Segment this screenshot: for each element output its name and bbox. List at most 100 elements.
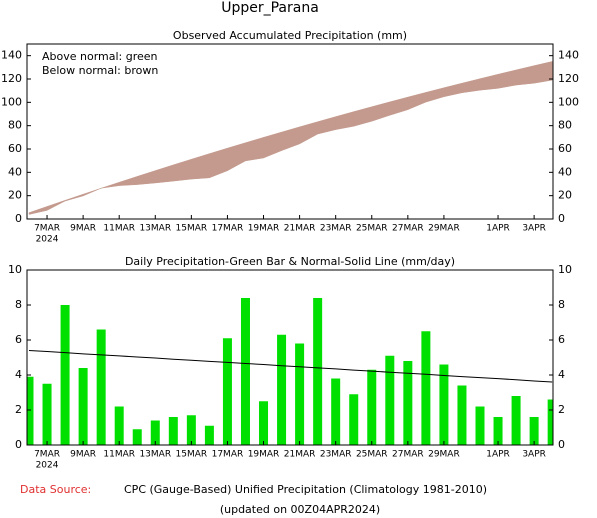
area-segment bbox=[371, 101, 391, 122]
x-tick-label: 21MAR bbox=[284, 450, 316, 460]
x-tick-label: 29MAR bbox=[428, 450, 460, 460]
page-title: Upper_Parana bbox=[221, 0, 319, 16]
x-tick-label: 25MAR bbox=[356, 224, 388, 234]
y-tick-label: 2 bbox=[15, 403, 22, 416]
area-segment bbox=[443, 82, 463, 98]
area-segment bbox=[407, 92, 427, 111]
x-tick-label: 17MAR bbox=[212, 224, 244, 234]
area-segment bbox=[317, 116, 336, 135]
annotation: Above normal: green bbox=[42, 50, 158, 63]
bar bbox=[78, 368, 88, 445]
bar bbox=[259, 401, 269, 445]
plot-area bbox=[28, 61, 553, 215]
y-tick-label: 40 bbox=[558, 165, 572, 178]
x-tick-label: 9MAR bbox=[70, 224, 96, 234]
y-tick-label: 4 bbox=[15, 368, 22, 381]
area-segment bbox=[389, 96, 409, 116]
area-segment bbox=[425, 87, 445, 103]
area-segment bbox=[479, 73, 499, 91]
area-segment bbox=[263, 131, 282, 159]
x-tick-label: 7MAR bbox=[34, 224, 60, 234]
bar bbox=[295, 343, 305, 445]
bar bbox=[349, 394, 359, 445]
bar bbox=[457, 385, 467, 445]
y-tick-label: 2 bbox=[558, 403, 565, 416]
y-tick-label: 140 bbox=[558, 49, 579, 62]
area-segment bbox=[533, 61, 553, 84]
x-tick-label: 15MAR bbox=[176, 224, 208, 234]
x-tick-label: 19MAR bbox=[248, 224, 280, 234]
area-segment bbox=[155, 164, 174, 184]
area-segment bbox=[245, 137, 264, 162]
y-tick-label: 100 bbox=[558, 95, 579, 108]
area-segment bbox=[82, 188, 102, 197]
x-tick-label: 1APR bbox=[486, 450, 510, 460]
bar bbox=[240, 298, 250, 445]
y-tick-label: 60 bbox=[8, 142, 22, 155]
normal-line bbox=[28, 350, 553, 383]
area-segment bbox=[46, 199, 66, 211]
x-tick-label: 25MAR bbox=[356, 450, 388, 460]
y-tick-label: 140 bbox=[1, 49, 22, 62]
y-tick-label: 120 bbox=[558, 72, 579, 85]
area-segment bbox=[101, 181, 120, 189]
area-segment bbox=[191, 153, 210, 180]
area-segment bbox=[118, 176, 138, 186]
y-tick-label: 60 bbox=[558, 142, 572, 155]
area-segment bbox=[281, 126, 300, 151]
area-segment bbox=[497, 69, 517, 89]
x-tick-label: 27MAR bbox=[392, 224, 424, 234]
x-tick-label: 17MAR bbox=[212, 450, 244, 460]
plot-frame bbox=[26, 43, 554, 220]
bar bbox=[277, 334, 287, 445]
bar bbox=[168, 417, 178, 445]
bar bbox=[421, 331, 431, 445]
y-tick-label: 80 bbox=[558, 119, 572, 132]
area-segment bbox=[461, 78, 481, 94]
y-tick-label: 0 bbox=[558, 438, 565, 451]
x-tick-label: 7MAR bbox=[34, 450, 60, 460]
y-tick-label: 8 bbox=[558, 298, 565, 311]
x-tick-label: 3APR bbox=[522, 224, 546, 234]
x-year-label: 2024 bbox=[36, 235, 59, 245]
updated: (updated on 00Z04APR2024) bbox=[220, 503, 380, 516]
area-segment bbox=[515, 65, 535, 86]
x-tick-label: 11MAR bbox=[103, 224, 135, 234]
bar bbox=[96, 329, 106, 445]
bar bbox=[150, 420, 160, 445]
bar bbox=[222, 338, 232, 445]
x-tick-label: 15MAR bbox=[176, 450, 208, 460]
bar bbox=[439, 364, 449, 445]
bar bbox=[475, 406, 485, 445]
bar bbox=[493, 417, 503, 445]
x-tick-label: 21MAR bbox=[284, 224, 316, 234]
bar bbox=[60, 305, 70, 445]
y-tick-label: 80 bbox=[8, 119, 22, 132]
x-tick-label: 3APR bbox=[522, 450, 546, 460]
y-tick-label: 0 bbox=[558, 212, 565, 225]
y-tick-label: 10 bbox=[8, 263, 22, 276]
bar bbox=[42, 383, 52, 445]
bar bbox=[403, 361, 413, 445]
x-tick-label: 13MAR bbox=[139, 224, 171, 234]
y-tick-label: 6 bbox=[558, 333, 565, 346]
y-tick-label: 4 bbox=[558, 368, 565, 381]
bar bbox=[367, 369, 377, 445]
x-tick-label: 11MAR bbox=[103, 450, 135, 460]
y-tick-label: 0 bbox=[15, 212, 22, 225]
bar bbox=[511, 396, 521, 445]
y-tick-label: 8 bbox=[15, 298, 22, 311]
bar bbox=[204, 425, 214, 445]
chart-title: Daily Precipitation-Green Bar & Normal-S… bbox=[125, 255, 455, 268]
x-tick-label: 23MAR bbox=[320, 224, 352, 234]
y-tick-label: 20 bbox=[8, 189, 22, 202]
y-tick-label: 40 bbox=[8, 165, 22, 178]
y-tick-label: 100 bbox=[1, 95, 22, 108]
y-tick-label: 120 bbox=[1, 72, 22, 85]
bar bbox=[27, 376, 34, 445]
x-tick-label: 19MAR bbox=[248, 450, 280, 460]
x-tick-label: 23MAR bbox=[320, 450, 352, 460]
x-tick-label: 29MAR bbox=[428, 224, 460, 234]
area-segment bbox=[209, 147, 228, 179]
